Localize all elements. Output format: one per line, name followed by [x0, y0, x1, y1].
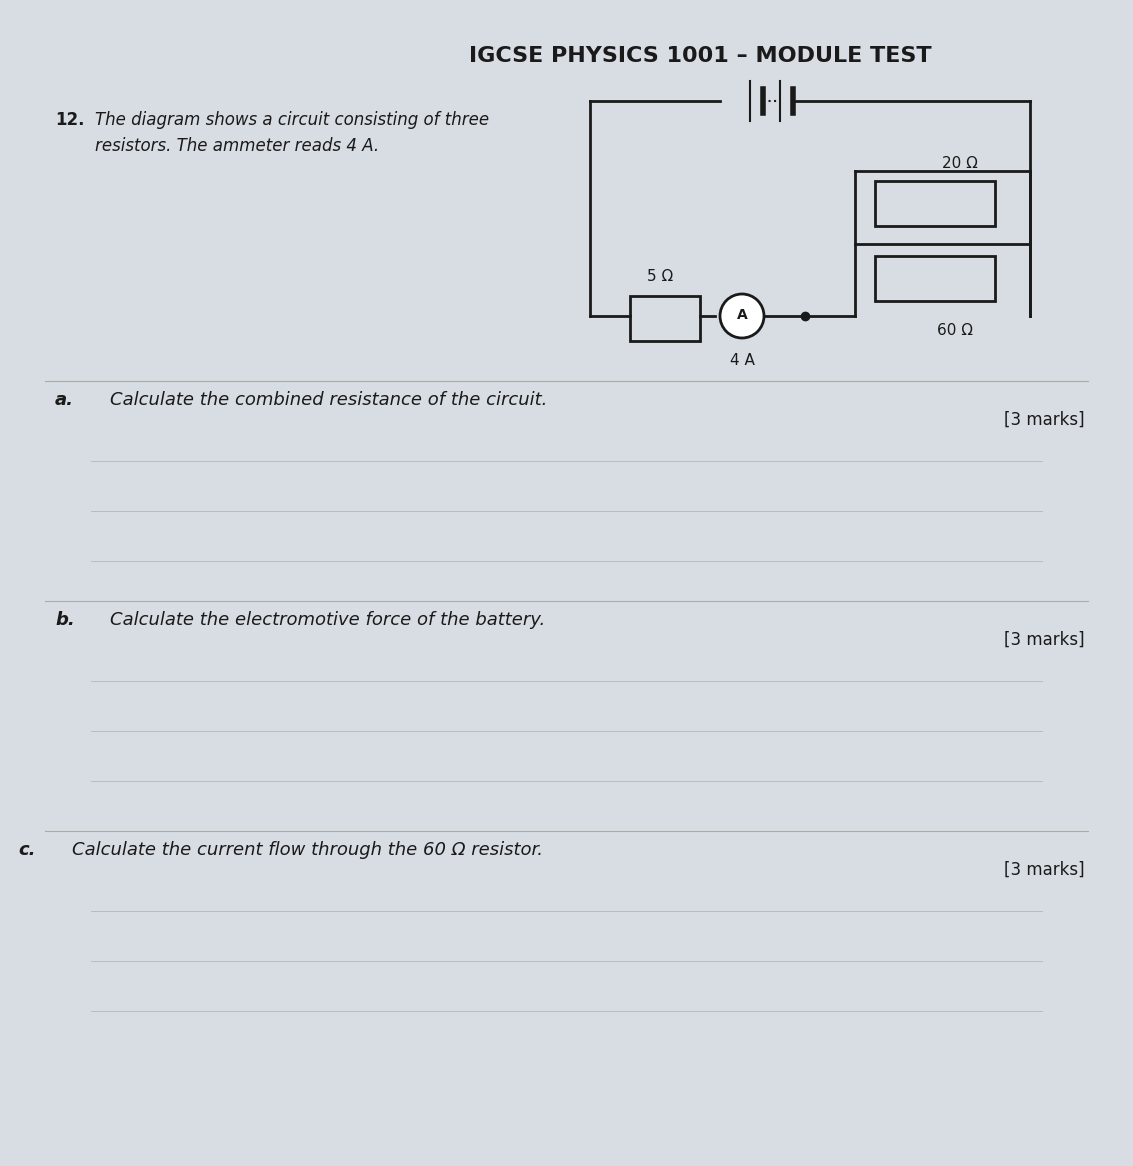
Text: [3 marks]: [3 marks] — [1004, 861, 1085, 879]
Bar — [875, 181, 995, 226]
Text: [3 marks]: [3 marks] — [1004, 410, 1085, 429]
Text: IGCSE PHYSICS 1001 – MODULE TEST: IGCSE PHYSICS 1001 – MODULE TEST — [469, 45, 931, 66]
Text: 12.: 12. — [56, 111, 85, 129]
Text: The diagram shows a circuit consisting of three
resistors. The ammeter reads 4 A: The diagram shows a circuit consisting o… — [95, 111, 489, 155]
Text: [3 marks]: [3 marks] — [1004, 631, 1085, 649]
Text: a.: a. — [56, 391, 74, 409]
Text: A: A — [736, 308, 748, 322]
Text: b.: b. — [56, 611, 75, 628]
Text: 60 Ω: 60 Ω — [937, 323, 973, 338]
Bar — [875, 257, 995, 301]
Text: 5 Ω: 5 Ω — [647, 269, 673, 285]
Text: 4 A: 4 A — [730, 353, 755, 368]
Bar — [630, 296, 700, 340]
Circle shape — [719, 294, 764, 338]
Text: Calculate the combined resistance of the circuit.: Calculate the combined resistance of the… — [110, 391, 547, 409]
Text: c.: c. — [18, 841, 35, 859]
Text: Calculate the current flow through the 60 Ω resistor.: Calculate the current flow through the 6… — [73, 841, 543, 859]
Text: 20 Ω: 20 Ω — [942, 156, 978, 171]
Text: Calculate the electromotive force of the battery.: Calculate the electromotive force of the… — [110, 611, 545, 628]
